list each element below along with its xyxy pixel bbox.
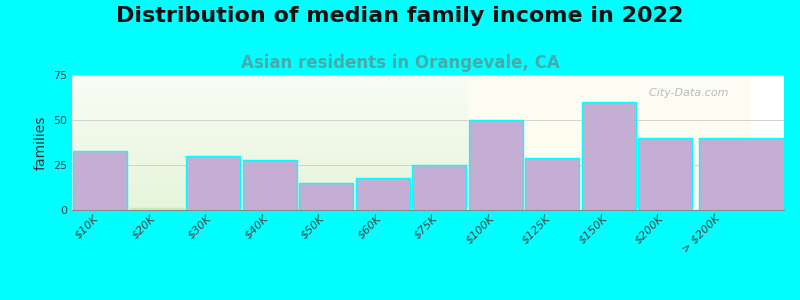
Bar: [582, 102, 636, 210]
Text: Distribution of median family income in 2022: Distribution of median family income in …: [116, 6, 684, 26]
Bar: [526, 158, 579, 210]
Bar: [413, 165, 466, 210]
Text: City-Data.com: City-Data.com: [642, 88, 728, 98]
Text: Asian residents in Orangevale, CA: Asian residents in Orangevale, CA: [241, 54, 559, 72]
Bar: [638, 138, 692, 210]
Bar: [130, 208, 184, 210]
Bar: [699, 138, 800, 210]
Y-axis label: families: families: [34, 115, 47, 170]
Bar: [356, 178, 410, 210]
Bar: [299, 183, 353, 210]
Bar: [186, 156, 240, 210]
Bar: [243, 160, 297, 210]
Bar: [469, 120, 522, 210]
Bar: [74, 151, 127, 210]
